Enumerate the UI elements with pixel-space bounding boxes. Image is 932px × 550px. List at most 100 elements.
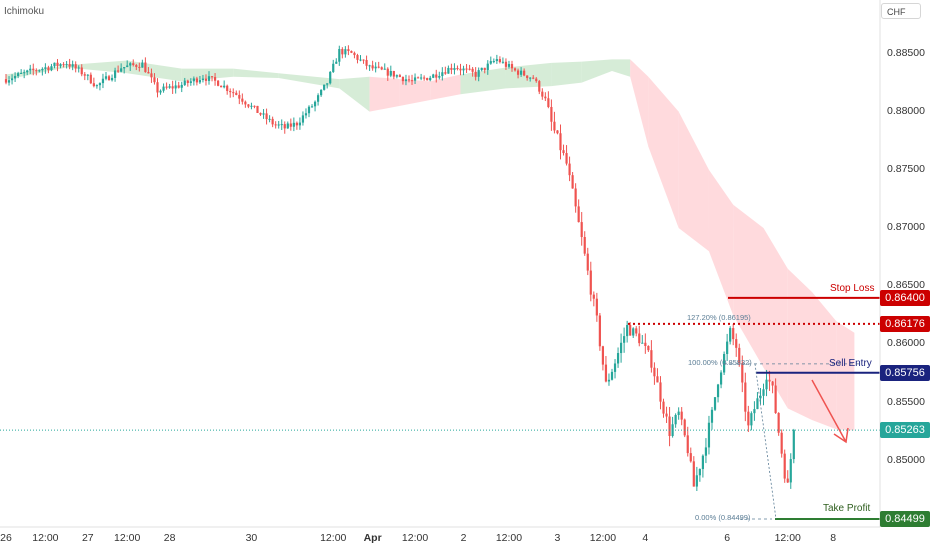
sell-entry-badge: 0.85756 [880, 364, 930, 381]
fib-100-label: 100.00% (0.85832) [688, 357, 752, 367]
candle-body [498, 59, 501, 63]
candle-body [253, 105, 256, 107]
candle-body [723, 354, 726, 373]
candle-body [532, 77, 535, 79]
candle-body [738, 347, 741, 364]
candle-body [659, 382, 662, 402]
candle-body [416, 77, 420, 79]
candle-body [580, 222, 583, 238]
candle-body [23, 72, 26, 74]
candle-body [41, 68, 44, 71]
candle-body [398, 75, 401, 77]
candle-body [750, 413, 753, 426]
candle-body [126, 65, 129, 68]
x-tick-label: 12:00 [32, 532, 59, 544]
x-tick-label: 26 [0, 532, 12, 544]
y-tick-label: 0.87500 [887, 162, 925, 175]
candle-body [432, 74, 435, 78]
candle-body [47, 67, 50, 71]
candle-body [341, 49, 344, 55]
candle-body [332, 63, 335, 72]
candle-body [695, 475, 698, 487]
candle-body [759, 395, 762, 399]
candle-body [268, 118, 271, 120]
candle-body [535, 78, 538, 82]
candle-body [244, 101, 247, 105]
candle-body [301, 115, 305, 123]
candle-body [262, 113, 265, 115]
x-tick-label: 12:00 [495, 532, 523, 544]
candle-body [456, 68, 459, 70]
candle-body [198, 80, 202, 83]
cloud-segment [733, 204, 764, 368]
sell-entry-label: Sell Entry [829, 357, 872, 369]
candle-body [229, 90, 232, 93]
candle-body [644, 342, 647, 347]
candle-body [595, 298, 598, 316]
down-arrow-icon [811, 379, 847, 443]
candle-body [107, 76, 111, 81]
candle-body [241, 98, 244, 102]
candle-body [526, 75, 529, 79]
candle-body [692, 461, 695, 487]
y-tick-label: 0.85000 [887, 453, 925, 466]
cloud-segment [460, 67, 506, 95]
candle-body [477, 70, 480, 77]
candle-body [541, 91, 544, 97]
x-tick-label: 8 [830, 532, 837, 544]
candle-body [13, 76, 17, 79]
cloud-segment [763, 228, 788, 409]
candle-body [71, 64, 74, 67]
candle-body [626, 325, 629, 337]
candle-body [553, 121, 556, 131]
cloud-segment [648, 76, 679, 229]
candle-body [235, 92, 238, 95]
candle-body [204, 78, 208, 81]
candle-body [413, 77, 417, 81]
candle-body [120, 68, 123, 72]
candle-body [259, 112, 262, 115]
candle-body [719, 372, 723, 385]
candle-body [59, 64, 62, 67]
x-tick-label: 30 [245, 532, 258, 544]
candle-body [453, 68, 456, 70]
candle-body [562, 150, 565, 154]
candle-body [38, 70, 41, 72]
candle-body [420, 77, 423, 79]
candle-body [189, 81, 192, 83]
currency-selector[interactable]: CHF [881, 3, 921, 19]
candle-body [274, 124, 277, 126]
cloud-segment [233, 68, 279, 78]
candle-body [368, 65, 371, 67]
cloud-segment [787, 268, 812, 420]
fib-127-badge: 0.86176 [880, 315, 930, 332]
candle-body [732, 328, 735, 340]
candle-body [132, 63, 135, 66]
candle-body [17, 73, 20, 77]
candle-body [504, 61, 508, 67]
candle-body [310, 106, 314, 108]
candle-body [280, 124, 283, 126]
candle-body [710, 409, 714, 423]
candle-body [183, 80, 186, 85]
candle-body [510, 64, 514, 69]
candle-body [465, 68, 468, 70]
candle-body [662, 401, 665, 414]
candle-body [380, 67, 383, 70]
candle-body [392, 71, 395, 77]
candle-body [159, 90, 162, 93]
candle-body [89, 74, 92, 84]
candle-body [565, 153, 568, 164]
x-tick-label: 4 [642, 532, 649, 544]
candle-body [329, 71, 332, 84]
candle-body [292, 122, 295, 127]
y-tick-label: 0.86000 [887, 337, 925, 350]
y-tick-label: 0.88500 [887, 46, 925, 59]
indicator-label[interactable]: Ichimoku [4, 6, 45, 17]
candle-body [741, 363, 744, 383]
candle-body [265, 113, 268, 120]
candle-body [386, 68, 389, 76]
candle-body [35, 70, 38, 72]
candle-body [389, 71, 392, 76]
